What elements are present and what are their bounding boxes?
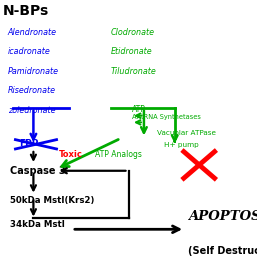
Text: Clodronate: Clodronate xyxy=(111,28,154,37)
Text: Risedronate: Risedronate xyxy=(8,86,56,95)
Text: Toxic: Toxic xyxy=(59,150,83,159)
Text: Vacuolar ATPase: Vacuolar ATPase xyxy=(157,130,216,136)
Text: Tiludronate: Tiludronate xyxy=(111,67,156,76)
Text: icadronate: icadronate xyxy=(8,47,50,56)
Text: ATP: ATP xyxy=(132,105,146,114)
Text: H+ pump: H+ pump xyxy=(164,142,199,148)
Text: FPP: FPP xyxy=(19,139,39,148)
Text: zoledronate: zoledronate xyxy=(8,106,55,115)
Text: (Self Destruct): (Self Destruct) xyxy=(188,246,257,256)
Text: Pamidronate: Pamidronate xyxy=(8,67,59,76)
Text: 34kDa MstI: 34kDa MstI xyxy=(10,220,65,229)
Text: Etidronate: Etidronate xyxy=(111,47,152,56)
Text: 50kDa MstI(Krs2): 50kDa MstI(Krs2) xyxy=(10,196,95,205)
Text: ATP Analogs: ATP Analogs xyxy=(95,150,142,159)
Text: Caspase 3: Caspase 3 xyxy=(10,166,66,176)
Text: Alendronate: Alendronate xyxy=(8,28,57,37)
Text: AAtRNA Synthetases: AAtRNA Synthetases xyxy=(132,114,201,120)
Text: APOPTOSIS: APOPTOSIS xyxy=(188,210,257,223)
Text: N-BPs: N-BPs xyxy=(3,4,49,18)
